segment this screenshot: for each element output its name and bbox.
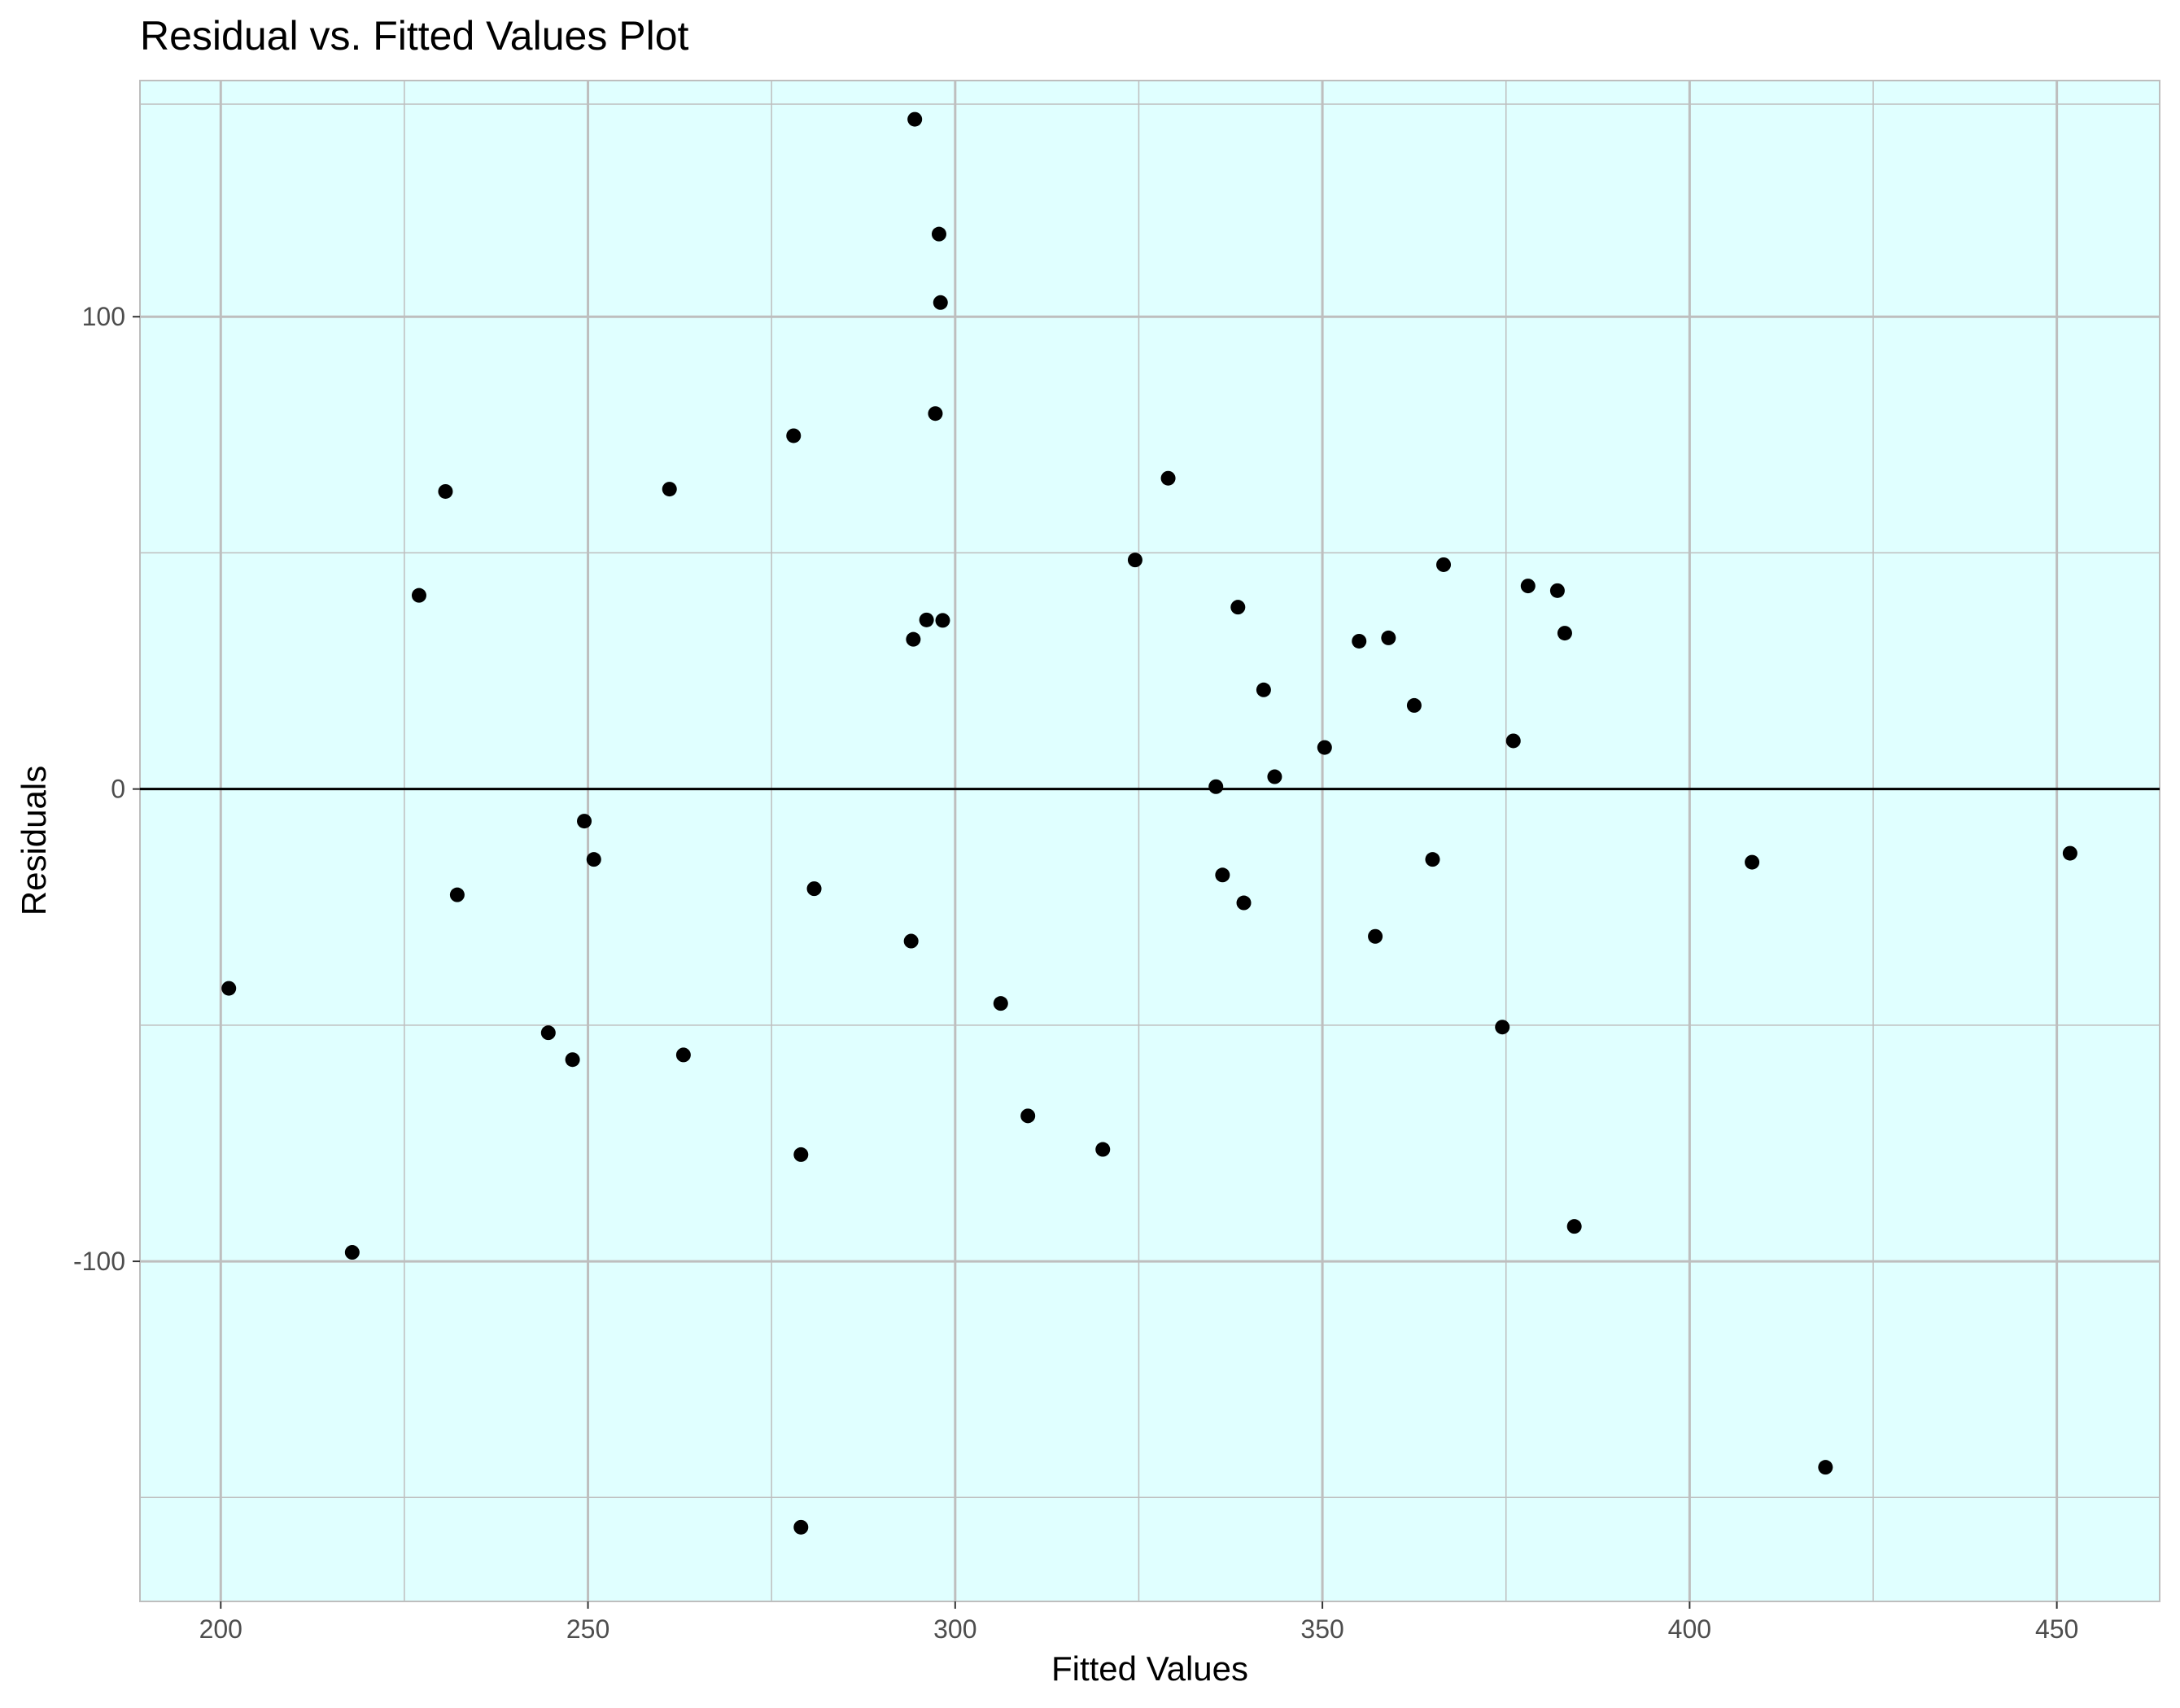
data-point [662, 482, 677, 497]
data-point [449, 887, 465, 902]
data-point [1215, 867, 1230, 883]
data-point [1160, 470, 1176, 486]
data-point [931, 226, 946, 242]
x-tick-label: 400 [1668, 1614, 1711, 1644]
x-axis-label: Fitted Values [1051, 1649, 1248, 1688]
y-axis-label: Residuals [15, 766, 53, 915]
data-point [577, 814, 592, 829]
data-point [1566, 1219, 1582, 1234]
data-point [1745, 854, 1760, 870]
data-point [906, 631, 921, 647]
plot-panel [139, 80, 2160, 1602]
data-point [586, 852, 601, 867]
data-point [1095, 1142, 1111, 1157]
data-point [793, 1147, 809, 1162]
data-point [786, 428, 802, 443]
data-point [1020, 1108, 1036, 1124]
data-point [928, 406, 943, 422]
data-point [1127, 553, 1142, 568]
data-point [806, 881, 822, 897]
data-point [793, 1519, 809, 1535]
data-point [221, 981, 237, 996]
data-point [1236, 895, 1252, 911]
data-point [1267, 769, 1282, 784]
data-point [411, 588, 426, 603]
y-tick-label: -100 [73, 1247, 125, 1276]
chart-title: Residual vs. Fitted Values Plot [140, 13, 688, 59]
data-point [675, 1047, 691, 1063]
data-point [1208, 779, 1224, 794]
data-point [919, 612, 934, 627]
data-point [438, 483, 453, 499]
data-point [1381, 630, 1396, 645]
data-point [1436, 557, 1452, 572]
x-axis-ticks: 200 250 300 350 400 450 [199, 1601, 2078, 1644]
data-points [221, 111, 2077, 1535]
data-point [1557, 626, 1572, 641]
data-point [907, 111, 923, 127]
x-tick-label: 300 [933, 1614, 976, 1644]
data-point [1495, 1020, 1510, 1035]
y-tick-label: 0 [111, 775, 125, 804]
data-point [565, 1052, 580, 1068]
data-point [1818, 1460, 1833, 1475]
data-point [1368, 928, 1383, 944]
data-point [540, 1025, 556, 1041]
data-point [1549, 583, 1565, 598]
data-point [2062, 845, 2077, 861]
data-point [1406, 697, 1422, 713]
x-tick-label: 350 [1300, 1614, 1343, 1644]
data-point [933, 295, 948, 310]
data-point [344, 1245, 360, 1260]
y-tick-label: 100 [82, 302, 125, 331]
data-point [1520, 579, 1536, 594]
data-point [1505, 733, 1521, 749]
x-tick-label: 200 [199, 1614, 242, 1644]
x-tick-label: 250 [566, 1614, 609, 1644]
data-point [993, 996, 1008, 1011]
data-point [935, 613, 950, 628]
data-point [1425, 852, 1440, 867]
data-point [1230, 600, 1246, 615]
data-point [1352, 633, 1367, 649]
x-tick-label: 450 [2035, 1614, 2078, 1644]
data-point [903, 933, 919, 949]
y-axis-ticks: -100 0 100 [73, 302, 140, 1276]
data-point [1317, 740, 1332, 755]
data-point [1256, 682, 1271, 697]
minor-grid [140, 81, 2160, 1601]
